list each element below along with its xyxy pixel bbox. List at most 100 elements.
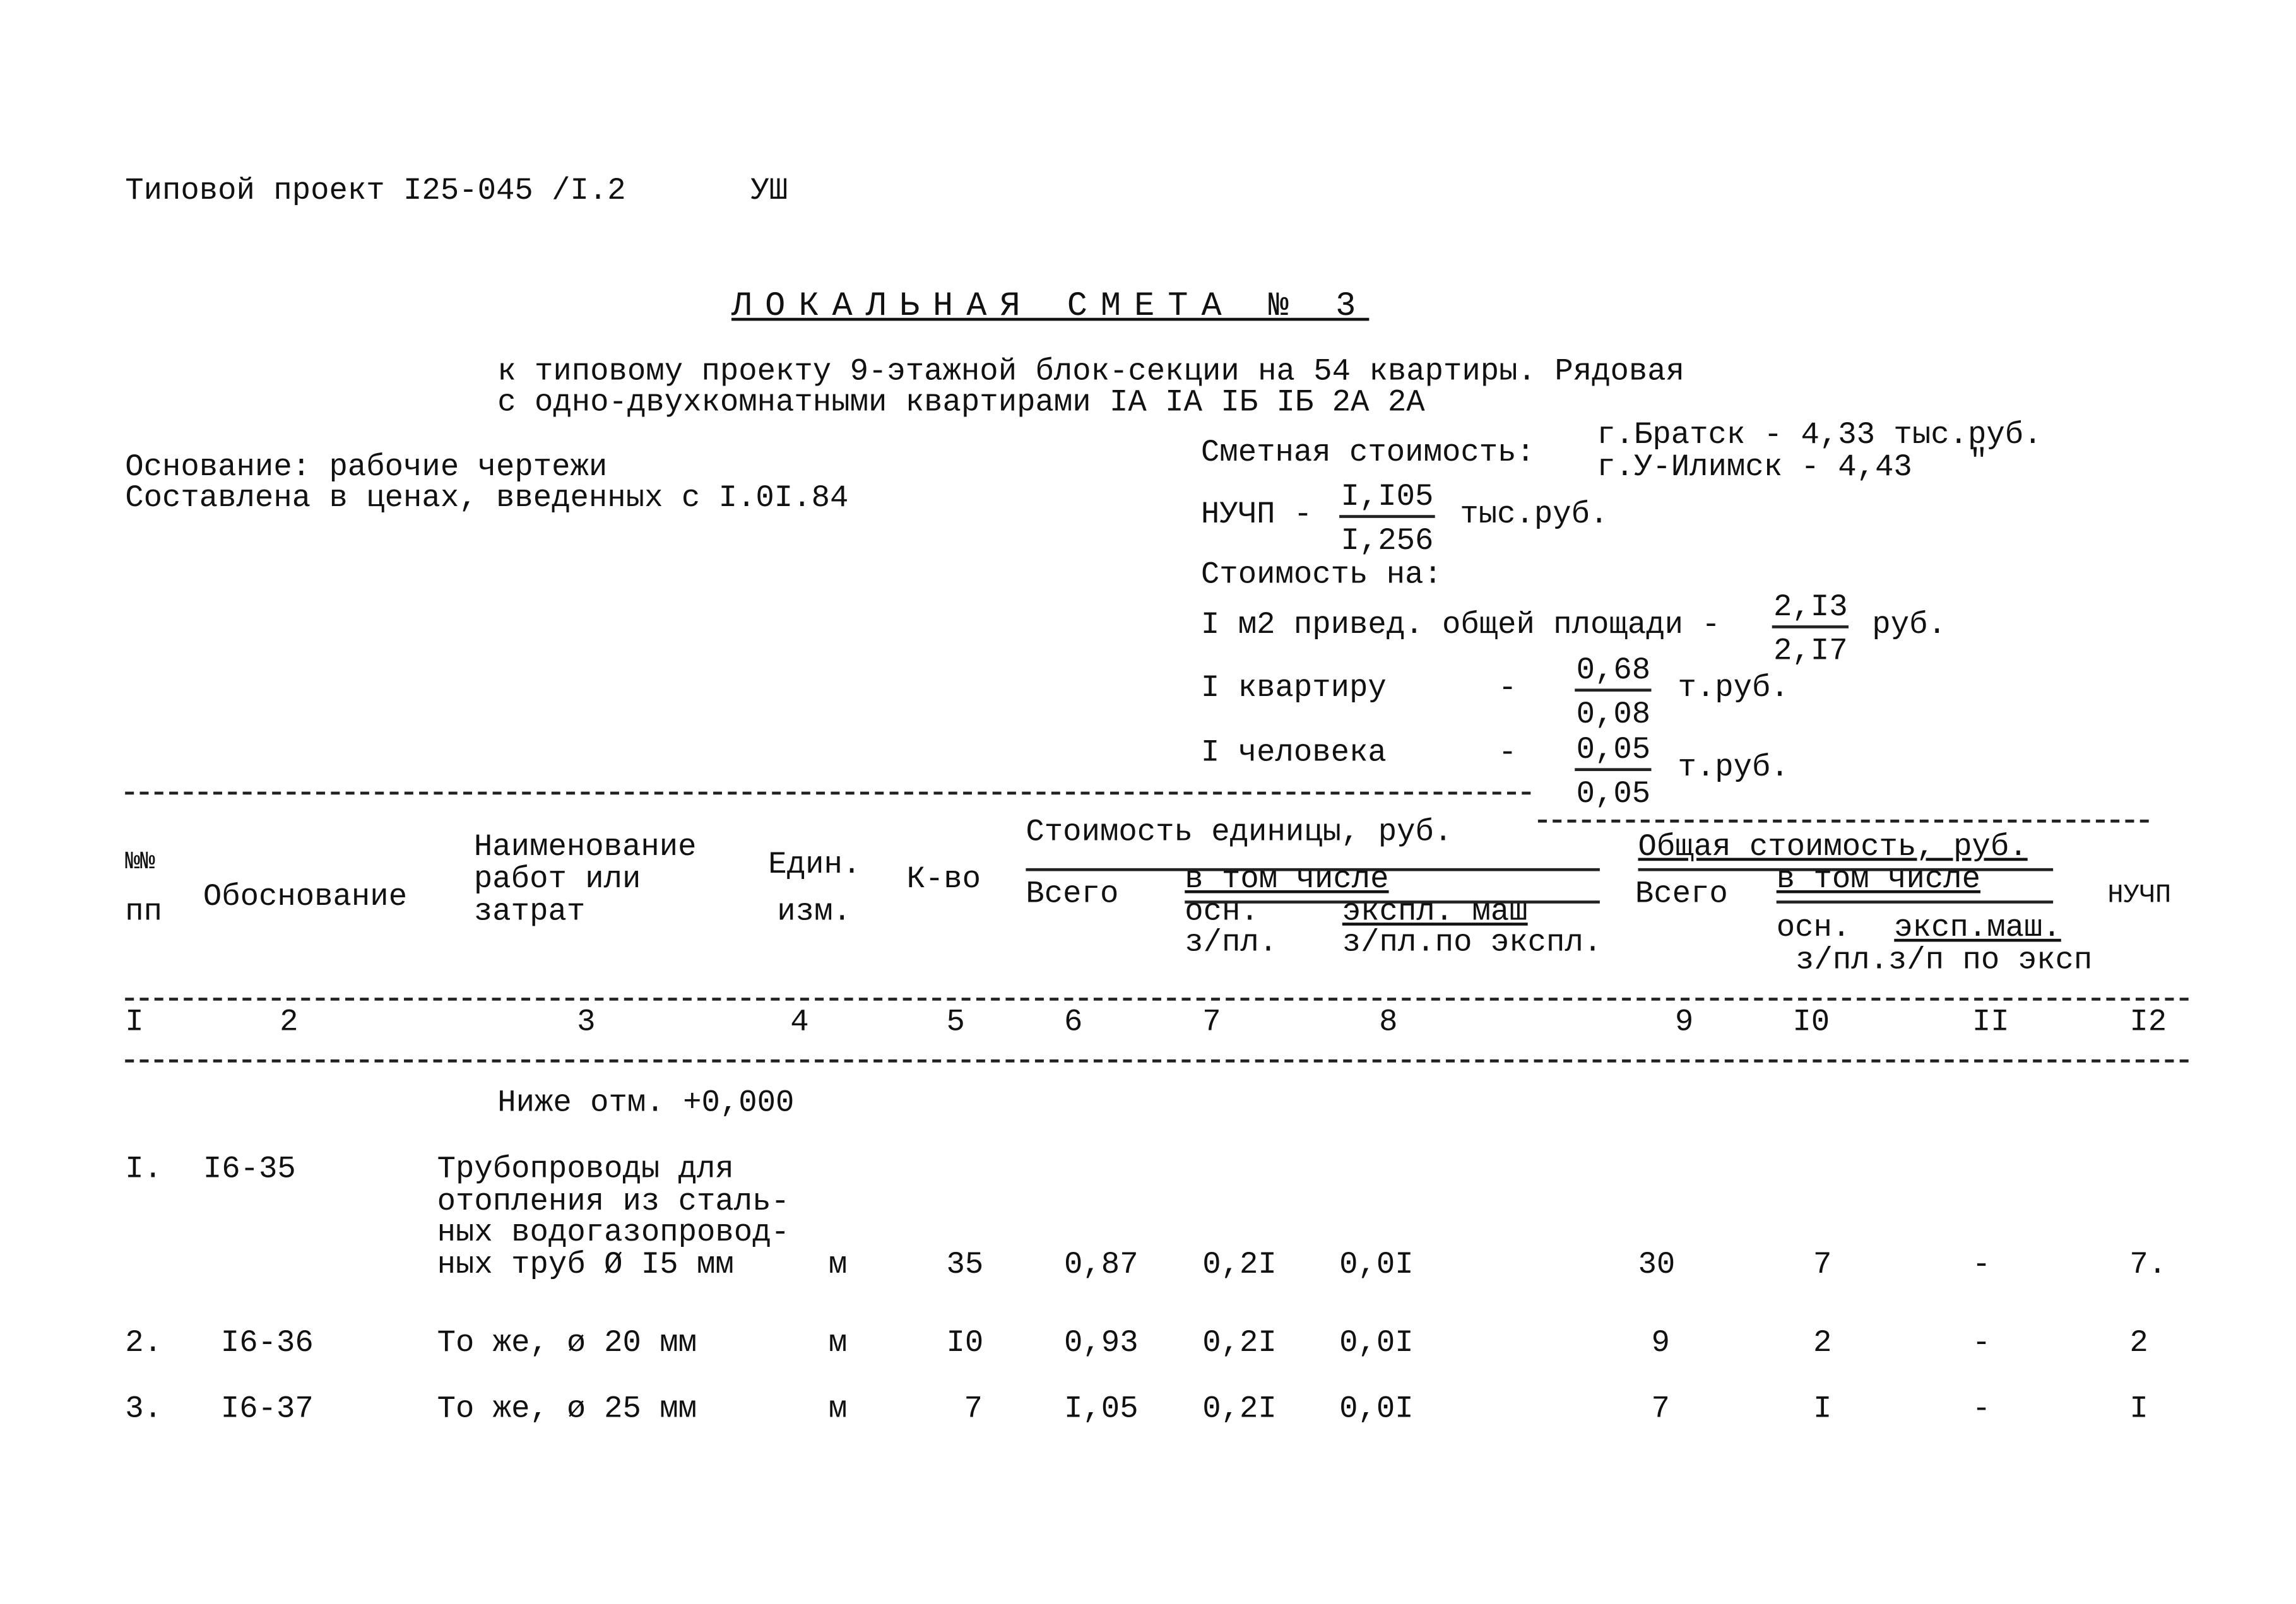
row-nuchp: I — [2129, 1393, 2148, 1428]
m2-fraction: 2,I3 2,I7 — [1772, 593, 1849, 669]
basis-line-1: Основание: рабочие чертежи — [125, 451, 608, 486]
nuchp-unit: тыс.руб. — [1460, 498, 1609, 533]
divider — [125, 1059, 2189, 1063]
row-t-total: 9 — [1651, 1327, 1670, 1362]
row-name: отопления из сталь- — [437, 1185, 790, 1220]
header-nuchp: НУЧП — [2107, 881, 2172, 911]
project-label: Типовой проект I25-045 /I.2 — [125, 175, 626, 209]
row-name: То же, ø 20 мм — [437, 1327, 697, 1362]
apartment-dash: - — [1498, 672, 1517, 707]
row-t-base: I — [1813, 1393, 1832, 1428]
row-name: ных труб Ø I5 мм — [437, 1248, 734, 1283]
header-mach-2: з/пл.по экспл. — [1342, 927, 1602, 961]
row-name: ных водогазопровод- — [437, 1217, 790, 1251]
nuchp-fraction: I,I05 I,256 — [1339, 482, 1435, 560]
header-sub-total: з/пл.з/п по эксп — [1796, 945, 2093, 979]
row-mach: 0,0I — [1339, 1249, 1414, 1283]
row-unit: м — [828, 1327, 848, 1362]
row-nuchp: 7. — [2129, 1249, 2167, 1283]
row-t-base: 2 — [1813, 1327, 1832, 1362]
document-title: ЛОКАЛЬНАЯ СМЕТА № 3 — [731, 286, 1370, 326]
row-t-mach: - — [1972, 1393, 1991, 1428]
header-all-total: Всего — [1635, 878, 1728, 912]
row-total: I,05 — [1064, 1393, 1139, 1428]
nuchp-denominator: I,256 — [1340, 525, 1434, 560]
row-name: То же, ø 25 мм — [437, 1393, 697, 1428]
row-number: 3. — [125, 1393, 163, 1428]
person-fraction: 0,05 0,05 — [1575, 735, 1652, 813]
row-code: I6-35 — [203, 1153, 296, 1188]
header-name-1: Наименование — [473, 831, 697, 866]
nuchp-label: НУЧП - — [1200, 498, 1313, 533]
divider — [125, 998, 2189, 1001]
apartment-fraction: 0,68 0,08 — [1575, 656, 1652, 733]
row-total: 0,87 — [1064, 1249, 1139, 1283]
header-base-2: з/пл. — [1185, 927, 1278, 961]
header-unit-2: изм. — [777, 896, 851, 930]
row-total: 0,93 — [1064, 1327, 1139, 1362]
row-t-mach: - — [1972, 1327, 1991, 1362]
person-dash: - — [1498, 737, 1517, 771]
column-number: 8 — [1379, 1006, 1398, 1041]
row-base: 0,2I — [1202, 1327, 1277, 1362]
column-number: II — [1972, 1006, 2009, 1041]
header-base-total: осн. — [1776, 912, 1851, 946]
person-denominator: 0,05 — [1576, 778, 1651, 813]
rule — [1776, 900, 2054, 904]
nuchp-numerator: I,I05 — [1339, 482, 1435, 518]
header-basis: Обоснование — [203, 881, 408, 916]
header-total-cost: Общая стоимость, руб. — [1638, 831, 2028, 866]
column-number: 6 — [1064, 1006, 1083, 1041]
row-qty: I0 — [946, 1327, 984, 1362]
header-name-2: работ или — [473, 863, 641, 898]
apartment-label: I квартиру — [1200, 672, 1387, 707]
column-number: 4 — [790, 1006, 809, 1041]
header-base: осн. — [1185, 896, 1259, 930]
column-number: 2 — [280, 1006, 299, 1041]
cost-bratsk: г.Братск - 4,33 тыс.руб. — [1597, 419, 2042, 454]
cost-ilimsk: г.У-Илимск - 4,43 — [1597, 451, 1912, 486]
row-number: 2. — [125, 1327, 163, 1362]
m2-unit: руб. — [1872, 609, 1946, 644]
apartment-numerator: 0,68 — [1575, 656, 1652, 692]
cost-per-label: Стоимость на: — [1200, 559, 1442, 593]
row-base: 0,2I — [1202, 1393, 1277, 1428]
header-incl: в том числе — [1185, 863, 1389, 898]
row-code: I6-37 — [220, 1393, 314, 1428]
header-all: Всего — [1026, 878, 1119, 912]
row-number: I. — [125, 1153, 163, 1188]
rule — [1185, 900, 1600, 904]
rule — [1638, 868, 2054, 871]
row-base: 0,2I — [1202, 1249, 1277, 1283]
section-label: Ниже отм. +0,000 — [497, 1087, 795, 1121]
column-number: 5 — [946, 1006, 965, 1041]
column-number: I0 — [1792, 1006, 1830, 1041]
row-nuchp: 2 — [2129, 1327, 2148, 1362]
subtitle-line-2: с одно-двухкомнатными квартирами IA IA I… — [497, 387, 1425, 421]
apartment-denominator: 0,08 — [1576, 699, 1651, 733]
column-number: I — [125, 1006, 144, 1041]
row-unit: м — [828, 1249, 848, 1283]
section-number: УШ — [750, 175, 788, 209]
row-mach: 0,0I — [1339, 1327, 1414, 1362]
column-number: 9 — [1674, 1006, 1694, 1041]
header-incl-total: в том числе — [1776, 863, 1980, 898]
subtitle-line-1: к типовому проекту 9-этажной блок-секции… — [497, 356, 1685, 390]
row-qty: 35 — [946, 1249, 984, 1283]
column-number: 7 — [1202, 1006, 1221, 1041]
person-unit: т.руб. — [1678, 752, 1789, 786]
row-code: I6-36 — [220, 1327, 314, 1362]
rule — [1026, 868, 1600, 871]
row-qty: 7 — [964, 1393, 983, 1428]
header-qty: К-во — [906, 863, 981, 898]
m2-numerator: 2,I3 — [1772, 593, 1849, 628]
row-t-total: 30 — [1638, 1249, 1676, 1283]
ditto-mark: " — [1969, 445, 1988, 480]
column-number: I2 — [2129, 1006, 2167, 1041]
header-unit-1: Един. — [768, 849, 861, 883]
divider — [125, 791, 1531, 795]
m2-denominator: 2,I7 — [1773, 635, 1848, 670]
row-t-mach: - — [1972, 1249, 1991, 1283]
row-mach: 0,0I — [1339, 1393, 1414, 1428]
